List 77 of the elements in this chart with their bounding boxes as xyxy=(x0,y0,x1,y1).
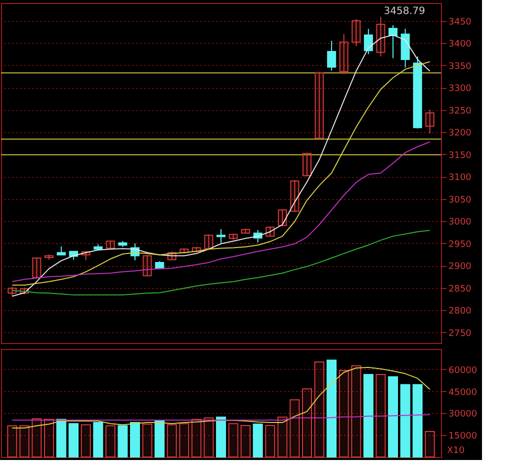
y-tick-label: 3000 xyxy=(448,218,472,228)
y-tick-label: 2750 xyxy=(448,328,472,339)
candlestick xyxy=(290,180,300,213)
candlestick xyxy=(302,152,312,178)
y-tick-label: 3400 xyxy=(448,40,472,50)
candlestick xyxy=(364,28,373,55)
y-tick-label: 3100 xyxy=(448,173,472,184)
bar xyxy=(424,430,435,458)
y-tick-label: 3450 xyxy=(448,17,472,28)
bar xyxy=(290,399,300,458)
bar xyxy=(130,422,140,458)
bar xyxy=(228,423,238,458)
bar xyxy=(19,425,30,458)
y-tick-label: 3050 xyxy=(448,195,472,206)
candlestick xyxy=(106,240,115,250)
y-tick-label: 2900 xyxy=(448,262,472,272)
bar xyxy=(204,417,214,458)
bar xyxy=(240,424,251,458)
bar xyxy=(216,416,226,458)
bar xyxy=(277,416,288,458)
bar xyxy=(80,424,91,458)
candlestick xyxy=(327,40,336,72)
y-tick-label: 3300 xyxy=(448,84,472,94)
bar xyxy=(400,384,410,458)
y-tick-label: 60000 xyxy=(448,366,478,376)
y-tick-label: 2850 xyxy=(448,284,472,294)
annotation: 3458.79 xyxy=(384,6,426,17)
bar xyxy=(363,374,374,458)
bar xyxy=(338,370,349,458)
bar xyxy=(142,424,152,458)
bar xyxy=(412,384,423,458)
y-tick-label: 15000 xyxy=(448,432,478,442)
candlestick xyxy=(388,24,398,59)
bar xyxy=(388,376,398,458)
y-tick-label: 2950 xyxy=(448,240,472,250)
y-tick-label: 3150 xyxy=(448,150,472,161)
bar xyxy=(93,422,104,458)
candlestick xyxy=(425,109,434,134)
bar xyxy=(118,425,128,458)
y-tick-label: 45000 xyxy=(448,388,478,398)
text: X10 xyxy=(447,446,465,456)
bar xyxy=(166,424,177,458)
bar xyxy=(191,418,202,458)
candlestick xyxy=(241,228,250,234)
bar xyxy=(56,418,66,458)
candlestick xyxy=(142,254,152,277)
bar xyxy=(44,418,54,458)
bar xyxy=(302,388,312,458)
candlestick xyxy=(204,234,214,250)
candlestick xyxy=(216,228,226,244)
candlestick xyxy=(352,18,361,47)
line-series xyxy=(12,366,430,428)
y-tick-label: 3350 xyxy=(448,62,472,72)
bar xyxy=(105,425,116,458)
candlestick xyxy=(228,233,238,240)
bar xyxy=(68,423,79,458)
bar xyxy=(351,365,362,458)
bar xyxy=(179,423,190,458)
bar xyxy=(265,424,276,458)
y-tick-label: 30000 xyxy=(448,410,478,420)
candlestick xyxy=(314,71,324,140)
bar xyxy=(376,374,386,458)
y-tick-label: 2800 xyxy=(448,306,472,317)
candlestick xyxy=(44,254,54,260)
candlestick xyxy=(339,34,348,75)
candlestick xyxy=(32,257,42,279)
bar xyxy=(7,425,18,458)
y-tick-label: 3200 xyxy=(448,128,472,139)
bar xyxy=(32,418,42,458)
candlestick xyxy=(376,16,386,57)
candlestick xyxy=(278,208,287,227)
bar xyxy=(314,361,324,458)
bar xyxy=(252,424,263,458)
y-tick-label: 3250 xyxy=(448,106,472,116)
bar xyxy=(154,420,165,458)
line-series xyxy=(12,141,430,282)
bar xyxy=(326,360,337,458)
